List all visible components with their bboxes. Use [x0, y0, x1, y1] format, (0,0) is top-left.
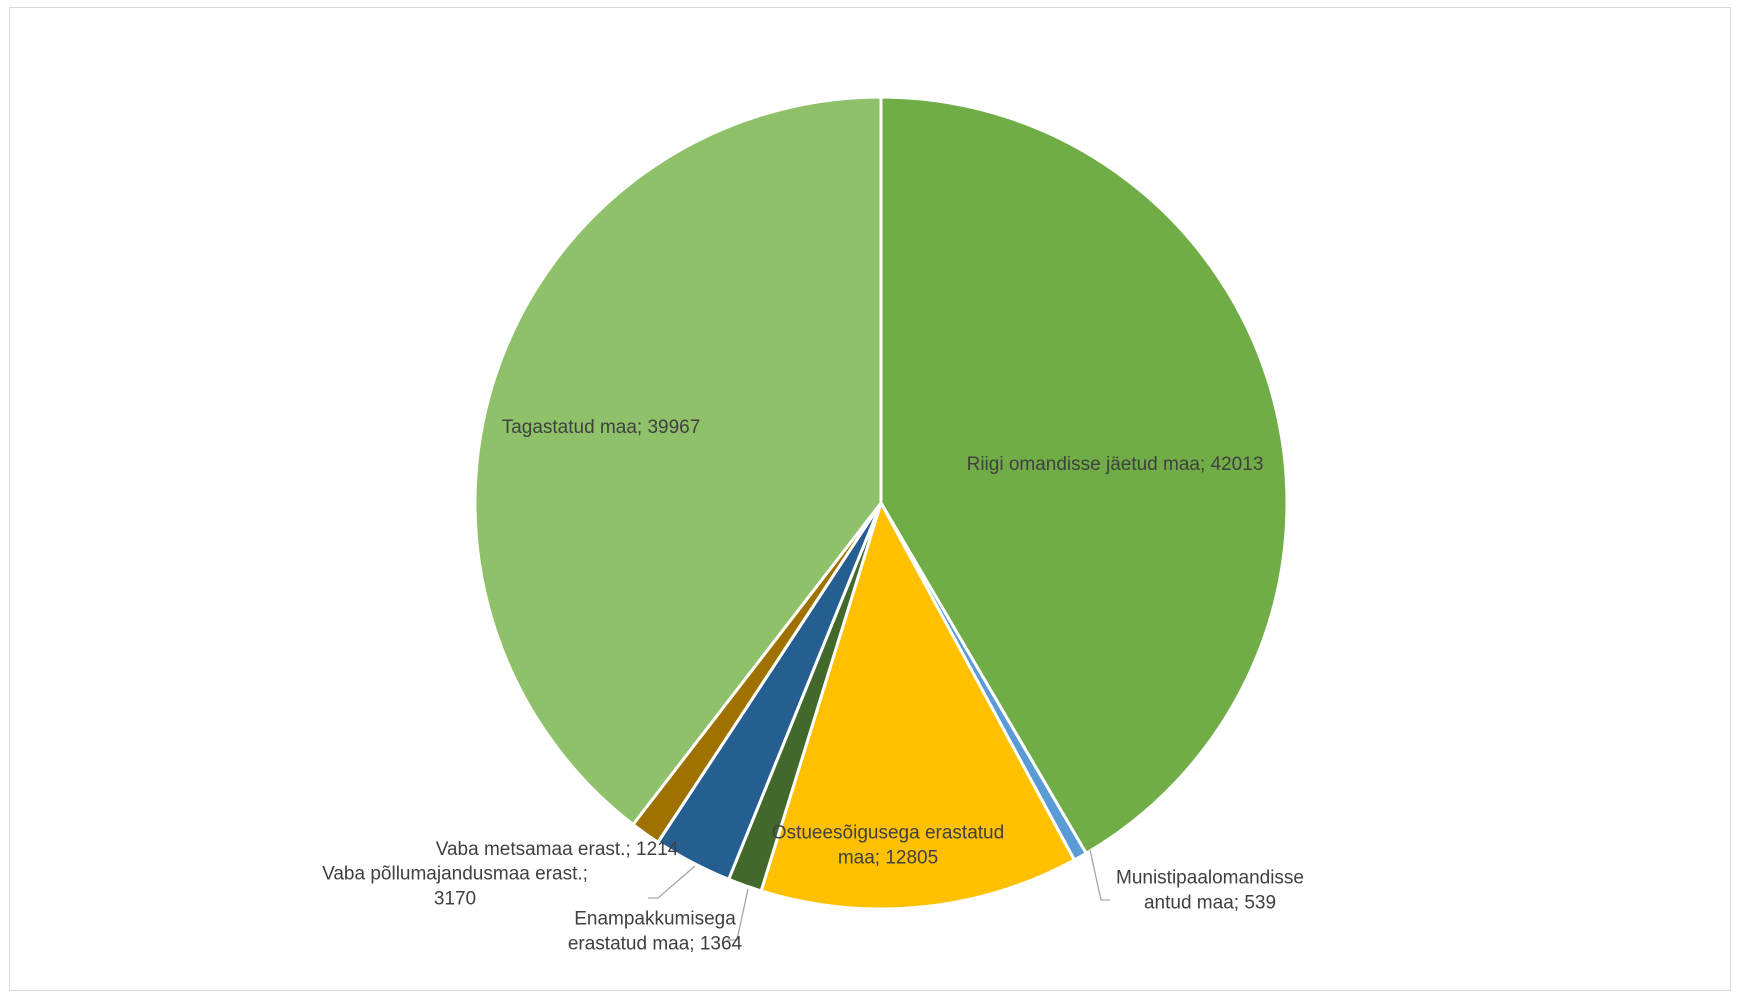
data-label: Ostueesõigusega erastatud maa; 12805: [772, 823, 1004, 869]
data-label-line: Riigi omandisse jäetud maa; 42013: [967, 454, 1264, 475]
pie-slice: [879, 95, 1289, 855]
data-label: Enampakkumisega erastatud maa; 1364: [568, 909, 743, 955]
leader-line: [648, 865, 696, 899]
pie-slice: [473, 95, 883, 826]
data-label: Tagastatud maa; 39967: [502, 417, 701, 438]
data-label-line: 3170: [434, 889, 476, 910]
data-label-line: Tagastatud maa; 39967: [502, 417, 701, 438]
data-label-line: Enampakkumisega: [574, 909, 736, 930]
leader-line: [727, 888, 749, 941]
data-label-line: Munistipaalomandisse: [1116, 868, 1304, 889]
data-label-line: erastatud maa; 1364: [568, 934, 743, 955]
leader-line: [1089, 849, 1110, 901]
data-label-line: maa; 12805: [838, 848, 938, 869]
data-label-line: Vaba metsamaa erast.; 1214: [436, 839, 679, 860]
pie-slice: [759, 501, 1076, 911]
data-label-line: Ostueesõigusega erastatud: [772, 823, 1004, 844]
data-label: Riigi omandisse jäetud maa; 42013: [967, 454, 1264, 475]
data-label: Munistipaalomandisse antud maa; 539: [1116, 868, 1304, 914]
data-label: Vaba põllumajandusmaa erast.; 3170: [322, 864, 588, 910]
data-label: Vaba metsamaa erast.; 1214: [436, 839, 679, 860]
data-label-line: antud maa; 539: [1144, 893, 1276, 914]
data-label-line: Vaba põllumajandusmaa erast.;: [322, 864, 588, 885]
